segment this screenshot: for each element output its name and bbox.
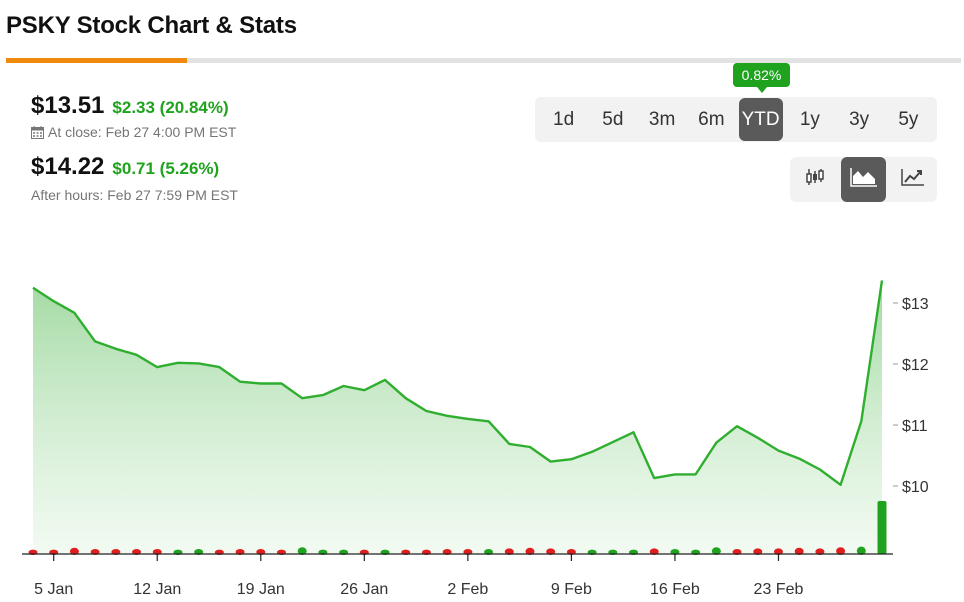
y-tick-label: $13 [902, 296, 929, 313]
section-tab-indicator [6, 58, 187, 63]
x-tick-label: 16 Feb [650, 581, 700, 598]
x-tick-label: 5 Jan [34, 581, 73, 598]
range-ytd-button[interactable]: YTD [738, 98, 783, 141]
x-tick-label: 23 Feb [754, 581, 804, 598]
close-time: At close: Feb 27 4:00 PM EST [48, 124, 237, 140]
y-tick-label: $12 [902, 357, 929, 374]
volume-marker [856, 546, 866, 555]
range-1y-button[interactable]: 1y [799, 108, 820, 130]
x-tick-label: 2 Feb [447, 581, 488, 598]
price-area-fill [33, 280, 882, 554]
range-3m-button[interactable]: 3m [648, 108, 676, 130]
chart-type-selector [790, 157, 937, 202]
candlestick-icon [805, 168, 825, 191]
volume-marker [504, 548, 514, 555]
volume-marker [794, 547, 804, 556]
area-chart-button[interactable] [841, 157, 886, 202]
after-hours-time: After hours: Feb 27 7:59 PM EST [31, 187, 238, 203]
volume-marker [297, 547, 307, 555]
volume-marker [773, 548, 783, 555]
volume-marker [753, 548, 763, 555]
range-5d-button[interactable]: 5d [602, 108, 624, 130]
range-1d-button[interactable]: 1d [553, 108, 575, 130]
after-hours-price-row: $14.22 $0.71 (5.26%) [31, 153, 219, 181]
close-change: $2.33 (20.84%) [112, 98, 229, 117]
x-tick-label: 19 Jan [237, 581, 285, 598]
x-tick-label: 26 Jan [340, 581, 388, 598]
close-price: $13.51 [31, 92, 105, 119]
line-chart-icon [900, 168, 925, 191]
volume-marker [711, 547, 721, 555]
volume-marker [546, 548, 556, 555]
volume-marker [649, 548, 659, 555]
page-title: PSKY Stock Chart & Stats [6, 12, 297, 39]
section-tab-track [6, 58, 961, 63]
range-6m-button[interactable]: 6m [698, 108, 725, 130]
volume-marker [815, 548, 825, 555]
close-price-row: $13.51 $2.33 (20.84%) [31, 92, 229, 120]
price-line [32, 280, 884, 486]
line-chart-button[interactable] [890, 157, 935, 202]
calendar-icon [31, 125, 44, 139]
after-hours-price: $14.22 [31, 153, 105, 180]
volume-marker [69, 547, 79, 556]
volume-marker [525, 547, 535, 556]
volume-marker [836, 547, 846, 555]
x-tick-label: 12 Jan [133, 581, 181, 598]
time-range-selector: 1d 5d 3m 6m YTD 1y 3y 5y [535, 97, 937, 142]
range-5y-button[interactable]: 5y [898, 108, 919, 130]
volume-bar [877, 501, 887, 554]
ytd-change-badge: 0.82% [733, 63, 790, 93]
y-tick-label: $10 [902, 479, 929, 496]
x-tick-label: 9 Feb [551, 581, 592, 598]
after-hours-change: $0.71 (5.26%) [112, 159, 220, 178]
area-chart-icon [849, 167, 878, 192]
y-tick-label: $11 [902, 418, 928, 435]
range-3y-button[interactable]: 3y [849, 108, 870, 130]
close-time-row: At close: Feb 27 4:00 PM EST [31, 124, 236, 140]
candlestick-chart-button[interactable] [792, 157, 837, 202]
